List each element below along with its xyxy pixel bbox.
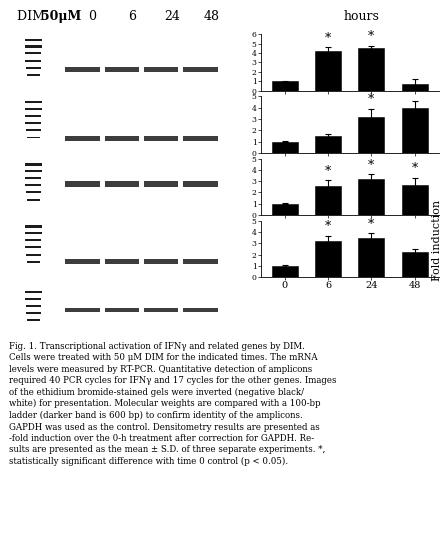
Bar xyxy=(25,122,41,124)
Text: *: * xyxy=(325,165,331,178)
Bar xyxy=(272,204,298,215)
Text: *: * xyxy=(368,159,374,172)
Bar xyxy=(105,307,139,312)
Bar xyxy=(183,67,218,72)
Bar xyxy=(27,199,40,201)
Bar xyxy=(25,39,42,41)
Bar xyxy=(65,307,100,312)
Bar xyxy=(25,170,42,172)
Bar xyxy=(315,241,341,277)
Text: DIM: DIM xyxy=(17,11,50,23)
Bar xyxy=(27,75,40,76)
Bar xyxy=(144,181,178,186)
Bar xyxy=(183,259,218,264)
Text: 48: 48 xyxy=(204,11,220,23)
Text: 50: 50 xyxy=(41,11,58,23)
Bar xyxy=(25,239,41,241)
Bar xyxy=(144,67,178,72)
Bar xyxy=(26,312,41,314)
Bar xyxy=(183,181,218,186)
Bar xyxy=(25,177,41,179)
Bar xyxy=(105,181,139,186)
Bar xyxy=(402,84,428,91)
Bar xyxy=(26,254,41,255)
Bar xyxy=(105,67,139,72)
Bar xyxy=(25,232,42,234)
Bar xyxy=(183,307,218,312)
Bar xyxy=(315,51,341,91)
Bar xyxy=(25,246,41,248)
Bar xyxy=(272,266,298,277)
Bar xyxy=(402,252,428,277)
Bar xyxy=(144,259,178,264)
Bar xyxy=(25,108,42,110)
Text: *: * xyxy=(368,30,374,43)
Bar xyxy=(25,60,41,62)
Bar xyxy=(25,184,41,186)
Bar xyxy=(27,137,40,138)
Bar xyxy=(272,81,298,91)
Bar xyxy=(26,129,41,131)
Bar xyxy=(65,67,100,72)
Text: *: * xyxy=(325,32,331,45)
Bar xyxy=(315,186,341,215)
Bar xyxy=(25,53,41,54)
Bar xyxy=(183,136,218,141)
Text: Fold induction: Fold induction xyxy=(432,200,442,281)
Text: hours: hours xyxy=(344,11,380,23)
Bar xyxy=(25,45,42,48)
Text: 0: 0 xyxy=(88,11,96,23)
Text: 6: 6 xyxy=(128,11,136,23)
Text: μM: μM xyxy=(54,11,81,23)
Bar xyxy=(25,225,42,228)
Bar xyxy=(315,136,341,153)
Bar xyxy=(25,163,42,165)
Bar xyxy=(105,259,139,264)
Text: *: * xyxy=(412,162,418,175)
Bar xyxy=(27,319,40,321)
Bar xyxy=(26,305,41,307)
Bar xyxy=(25,291,42,293)
Bar xyxy=(272,142,298,153)
Bar xyxy=(26,67,41,69)
Bar xyxy=(144,136,178,141)
Text: *: * xyxy=(368,93,374,106)
Bar xyxy=(402,108,428,153)
Text: 24: 24 xyxy=(164,11,180,23)
Bar xyxy=(144,307,178,312)
Text: *: * xyxy=(325,220,331,233)
Text: *: * xyxy=(412,85,418,98)
Bar xyxy=(25,298,41,300)
Bar xyxy=(25,101,42,103)
Bar xyxy=(25,114,41,117)
Bar xyxy=(65,259,100,264)
Bar xyxy=(65,136,100,141)
Bar xyxy=(105,136,139,141)
Bar xyxy=(27,261,40,263)
Text: *: * xyxy=(368,218,374,231)
Bar xyxy=(65,181,100,186)
Bar xyxy=(358,117,385,153)
Text: Fig. 1. Transcriptional activation of IFNγ and related genes by DIM.
Cells were : Fig. 1. Transcriptional activation of IF… xyxy=(9,342,336,466)
Bar xyxy=(358,179,385,215)
Bar xyxy=(358,48,385,91)
Bar xyxy=(26,191,41,194)
Bar xyxy=(402,185,428,215)
Bar xyxy=(358,238,385,277)
